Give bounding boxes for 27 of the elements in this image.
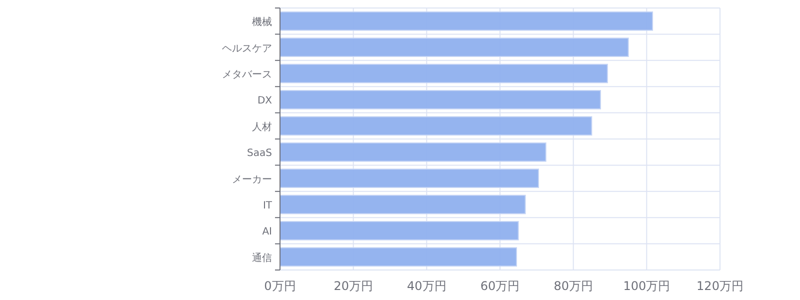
bar: [280, 64, 608, 84]
x-tick-label: 80万円: [554, 279, 593, 293]
y-tick-label: ヘルスケア: [222, 43, 272, 54]
y-tick-label: 人材: [252, 120, 272, 133]
bar: [280, 247, 517, 267]
y-tick-label: IT: [262, 200, 273, 212]
y-tick-label: 機械: [252, 16, 272, 28]
x-tick-label: 60万円: [480, 279, 520, 293]
y-tick-label: SaaS: [247, 148, 272, 160]
y-tick-label: AI: [262, 226, 272, 238]
x-tick-label: 100万円: [623, 279, 670, 293]
bar: [280, 194, 526, 214]
x-tick-label: 40万円: [407, 279, 446, 293]
y-tick-label: 通信: [252, 252, 272, 264]
x-tick-label: 120万円: [696, 279, 744, 293]
bar: [280, 168, 539, 188]
y-tick-label: メタバース: [222, 70, 272, 80]
bar: [280, 142, 546, 162]
bar: [280, 11, 654, 31]
bar: [280, 221, 519, 240]
x-tick-label: 0万円: [264, 279, 296, 293]
y-tick-label: DX: [257, 96, 272, 107]
x-tick-label: 20万円: [334, 279, 373, 293]
bar: [280, 116, 592, 136]
bar: [280, 90, 601, 110]
bar: [280, 38, 629, 57]
y-tick-label: メーカー: [232, 174, 272, 186]
